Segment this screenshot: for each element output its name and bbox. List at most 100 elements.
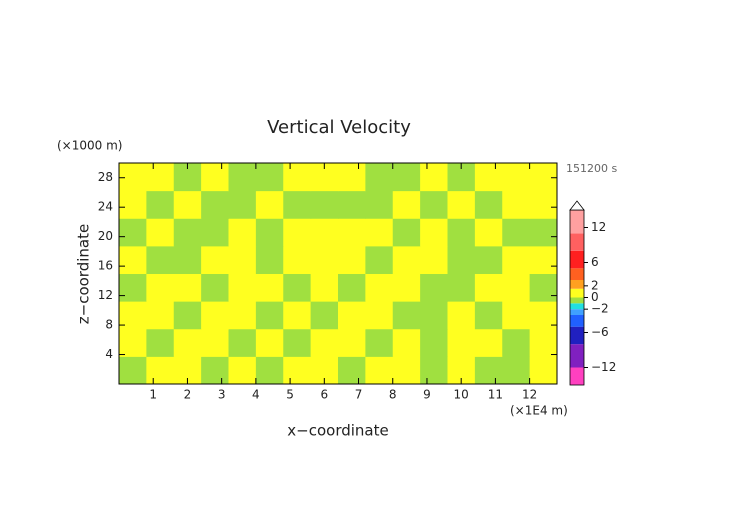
field-cell <box>201 328 229 357</box>
field-cell <box>283 356 312 385</box>
field-cell <box>173 273 202 302</box>
field-cell <box>474 190 503 219</box>
field-cell <box>228 356 257 385</box>
colorbar-tick-label: −2 <box>591 302 609 316</box>
field-cell <box>310 245 339 274</box>
field-cell <box>338 273 366 302</box>
field-cell <box>529 245 558 274</box>
colorbar-tick-label: −12 <box>591 360 616 374</box>
x-tick-label: 6 <box>320 388 328 402</box>
field-cell <box>420 163 448 192</box>
field-cell <box>420 301 448 330</box>
field-cell <box>502 356 531 385</box>
colorbar-band <box>570 303 584 310</box>
colorbar-band <box>570 309 584 315</box>
field-cell <box>392 328 421 357</box>
field-cell <box>365 273 394 302</box>
field-cell <box>420 328 448 357</box>
field-cell <box>392 245 421 274</box>
x-tick-label: 4 <box>252 388 260 402</box>
field-cell <box>173 328 202 357</box>
field-cell <box>447 273 476 302</box>
y-tick-label: 16 <box>98 259 113 273</box>
field-cell <box>283 163 312 192</box>
colorbar-tick-label: 12 <box>591 220 606 234</box>
colorbar-tick-label: −6 <box>591 325 609 339</box>
colorbar-band <box>570 250 584 269</box>
field-cell <box>365 245 394 274</box>
field-cell <box>392 273 421 302</box>
field-cell <box>502 301 531 330</box>
x-tick-label: 8 <box>389 388 397 402</box>
y-tick-label: 24 <box>98 200 113 214</box>
field-cell <box>365 163 394 192</box>
x-tick-label: 11 <box>488 388 503 402</box>
field-cell <box>255 163 284 192</box>
x-tick-label: 2 <box>184 388 192 402</box>
colorbar-extend <box>569 200 585 211</box>
field-cell <box>119 301 147 330</box>
field-cell <box>392 356 421 385</box>
colorbar-band <box>570 326 584 345</box>
field-cell <box>365 356 394 385</box>
field-cell <box>529 190 558 219</box>
y-unit-label: (×1000 m) <box>57 139 122 153</box>
field-cell <box>119 163 147 192</box>
field-cell <box>201 190 229 219</box>
x-axis-label: x−coordinate <box>287 422 388 440</box>
field-cell <box>474 301 503 330</box>
field-cell <box>502 218 531 247</box>
field-cell <box>474 273 503 302</box>
field-cell <box>529 328 558 357</box>
field-cell <box>365 328 394 357</box>
field-cell <box>365 301 394 330</box>
field-cell <box>201 273 229 302</box>
colorbar: 12 6 20−2 −6 −12 <box>569 200 616 386</box>
colorbar-band <box>570 210 584 234</box>
time-label: 151200 s <box>566 162 617 175</box>
field-cell <box>228 245 257 274</box>
field-cell <box>338 163 366 192</box>
colorbar-band <box>570 280 584 289</box>
y-tick-label: 8 <box>105 318 113 332</box>
field-cell <box>283 328 312 357</box>
field-cell <box>255 190 284 219</box>
field-cell <box>365 190 394 219</box>
field-cell <box>447 190 476 219</box>
colorbar-band <box>570 315 584 327</box>
x-tick-label: 5 <box>286 388 294 402</box>
field-cell <box>447 328 476 357</box>
field-cell <box>173 190 202 219</box>
chart-title: Vertical Velocity <box>267 117 411 138</box>
field-cell <box>173 218 202 247</box>
field-cell <box>255 273 284 302</box>
y-tick-label: 12 <box>98 288 113 302</box>
field-cell <box>310 328 339 357</box>
field-cell <box>146 273 175 302</box>
field-cell <box>474 163 503 192</box>
field-cell <box>201 163 229 192</box>
colorbar-band <box>570 367 584 385</box>
field-cell <box>228 328 257 357</box>
field-cell <box>119 245 147 274</box>
field-cell <box>283 218 312 247</box>
field-cell <box>392 163 421 192</box>
field-cell <box>201 301 229 330</box>
field-cell <box>502 245 531 274</box>
field-cell <box>119 328 147 357</box>
x-tick-label: 9 <box>423 388 431 402</box>
field-cell <box>420 190 448 219</box>
field-cell <box>173 245 202 274</box>
field-cell <box>228 163 257 192</box>
y-axis-label: z−coordinate <box>75 224 93 324</box>
field-cell <box>310 190 339 219</box>
field-cell <box>310 301 339 330</box>
x-unit-label: (×1E4 m) <box>510 404 568 418</box>
field-cell <box>146 163 175 192</box>
field-cell <box>447 301 476 330</box>
field-cell <box>474 245 503 274</box>
field-cell <box>310 273 339 302</box>
field-cell <box>529 273 558 302</box>
x-tick-label: 1 <box>149 388 157 402</box>
